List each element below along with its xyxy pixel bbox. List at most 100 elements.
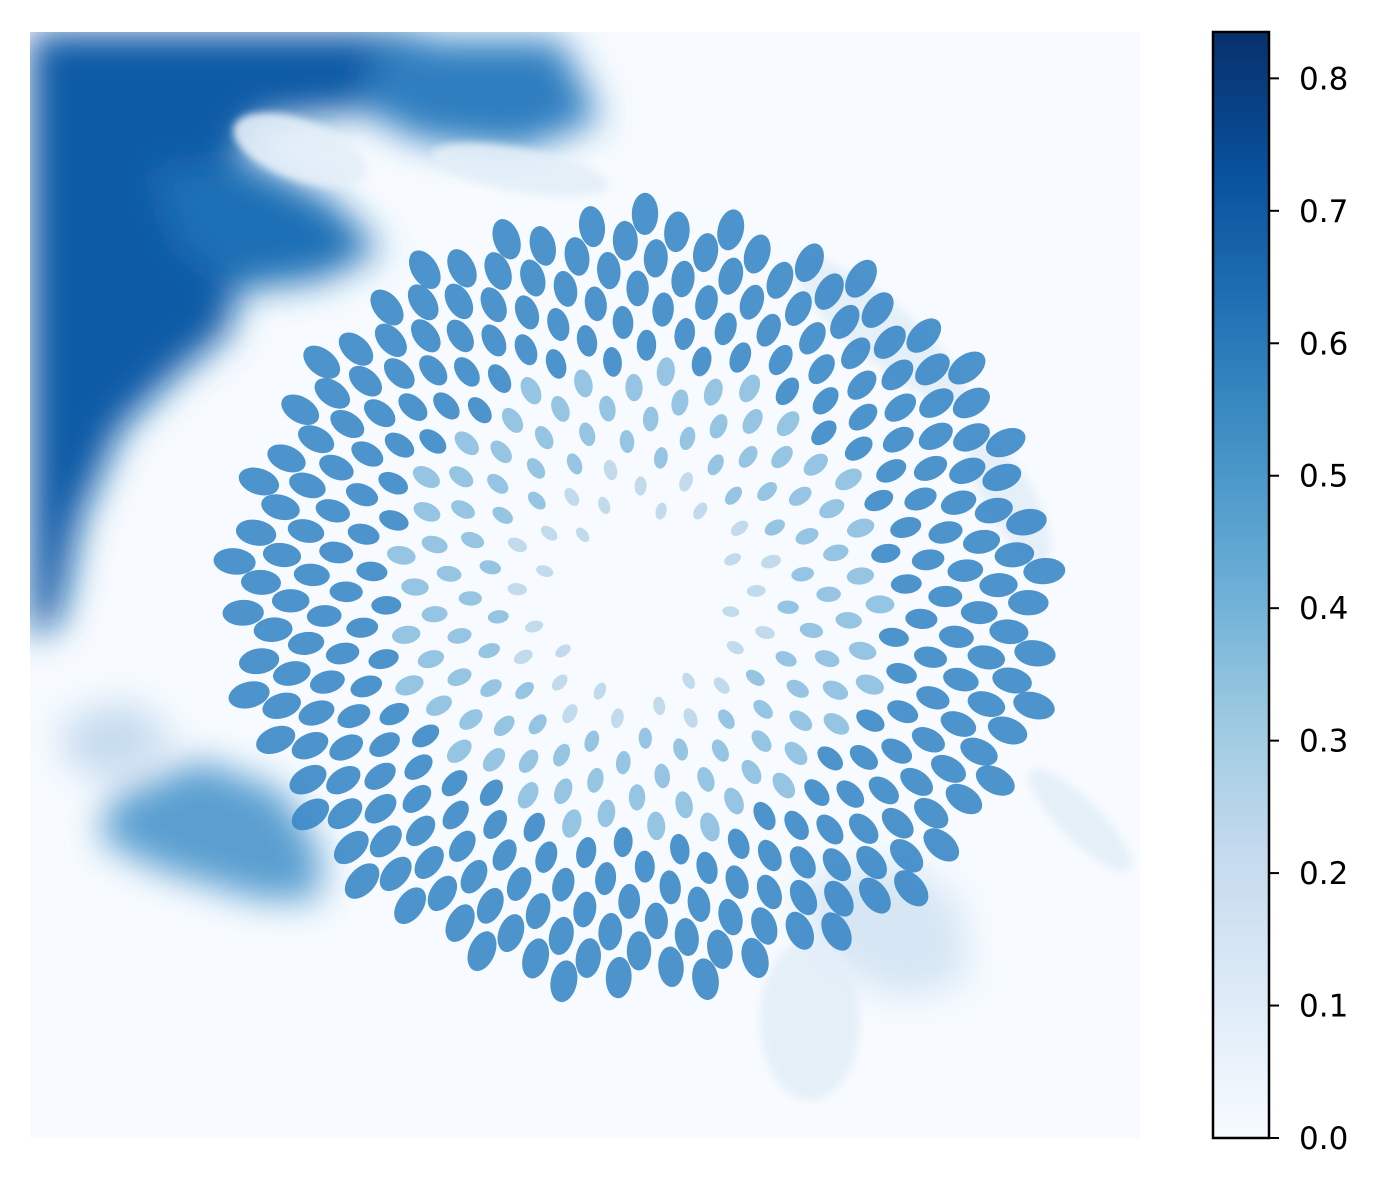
seed-spot xyxy=(564,487,580,507)
seed-spot xyxy=(235,519,277,546)
seed-spot xyxy=(612,220,638,261)
seed-spot xyxy=(856,709,885,732)
seed-spot xyxy=(564,237,590,276)
seed-spot xyxy=(525,620,544,633)
seed-spot xyxy=(960,601,998,625)
seed-spot xyxy=(878,627,909,647)
seed-spot xyxy=(287,631,325,655)
seed-spot xyxy=(575,938,601,978)
seed-spot xyxy=(745,669,765,686)
seed-spot xyxy=(918,422,953,450)
colorbar: 0.0 0.1 0.2 0.3 0.4 0.5 0.6 0.7 0.8 xyxy=(1211,30,1348,1157)
seed-spot xyxy=(846,518,875,538)
seed-spot xyxy=(289,472,326,499)
seed-spot xyxy=(411,724,440,748)
seed-spot xyxy=(267,444,306,473)
seed-spot xyxy=(756,313,781,347)
seed-spot xyxy=(846,567,875,585)
seed-spot xyxy=(619,430,635,453)
seed-spot xyxy=(775,377,800,406)
seed-spot xyxy=(327,798,363,830)
seed-spot xyxy=(753,801,776,831)
seed-spot xyxy=(238,648,280,675)
seed-spot xyxy=(584,730,600,752)
seed-spot xyxy=(447,668,472,687)
seed-spot xyxy=(703,378,723,406)
seed-spot xyxy=(788,486,812,506)
seed-spot xyxy=(693,502,708,520)
seed-spot xyxy=(479,779,503,806)
seed-spot xyxy=(597,251,621,290)
seed-spot xyxy=(777,600,799,614)
seed-spot xyxy=(940,490,977,515)
seed-spot xyxy=(814,650,840,668)
seed-spot xyxy=(789,846,816,879)
seed-spot xyxy=(729,342,752,373)
seed-spot xyxy=(766,261,794,299)
seed-spot xyxy=(795,528,819,545)
seed-spot xyxy=(817,746,843,771)
seed-spot xyxy=(613,827,633,858)
seed-spot xyxy=(949,457,986,484)
seed-spot xyxy=(882,426,914,453)
seed-spot xyxy=(696,851,718,885)
seed-spot xyxy=(573,891,597,928)
seed-spot xyxy=(478,643,501,659)
seed-spot xyxy=(760,554,782,569)
seed-spot xyxy=(272,661,311,686)
seed-spot xyxy=(940,711,977,737)
seed-spot xyxy=(611,708,624,729)
seed-spot xyxy=(700,812,720,842)
seed-spot xyxy=(856,845,887,880)
seed-spot xyxy=(404,754,433,780)
seed-spot xyxy=(848,641,877,660)
seed-spot xyxy=(454,431,479,456)
seed-spot xyxy=(384,432,415,458)
seed-spot xyxy=(654,447,668,469)
seed-spot xyxy=(768,344,793,376)
seed-spot xyxy=(402,784,432,813)
seed-spot xyxy=(599,395,616,422)
seed-spot xyxy=(364,793,397,824)
colorbar-gradient xyxy=(1213,32,1269,1138)
seed-spot xyxy=(306,605,342,627)
seed-spot xyxy=(914,797,949,829)
seed-spot xyxy=(887,700,919,724)
seed-spot xyxy=(626,270,649,307)
seed-spot xyxy=(369,732,400,757)
seed-spot xyxy=(808,354,835,385)
seed-spot xyxy=(479,560,502,575)
seed-spot xyxy=(746,584,766,597)
seed-spot xyxy=(333,830,369,865)
seed-spot xyxy=(671,260,695,298)
seed-spot xyxy=(830,304,860,339)
seed-spot xyxy=(378,471,409,495)
seed-spot xyxy=(987,716,1028,745)
seed-spot xyxy=(497,914,525,953)
seed-spot xyxy=(824,880,854,917)
seed-spot xyxy=(711,739,729,762)
seed-spot xyxy=(595,862,617,896)
seed-spot xyxy=(962,529,1001,554)
seed-spot xyxy=(350,675,383,698)
seed-spot xyxy=(513,649,533,665)
seed-spot xyxy=(315,499,350,523)
seed-spot xyxy=(682,672,696,689)
seed-spot xyxy=(447,628,472,644)
seed-spot xyxy=(714,312,737,346)
seed-spot xyxy=(213,548,256,575)
seed-spot xyxy=(654,763,670,789)
seed-spot xyxy=(913,455,948,481)
seed-spot xyxy=(395,675,424,696)
seed-spot xyxy=(952,387,990,419)
seed-spot xyxy=(904,487,937,511)
seed-spot xyxy=(625,373,643,402)
seed-spot xyxy=(718,257,744,295)
seed-spot xyxy=(460,859,488,894)
colorbar-tick-label: 0.1 xyxy=(1299,989,1348,1025)
seed-spot xyxy=(724,553,742,566)
seed-spot xyxy=(492,839,517,871)
seed-spot xyxy=(548,916,574,955)
seed-spot xyxy=(725,865,749,899)
seed-spot xyxy=(634,476,647,496)
